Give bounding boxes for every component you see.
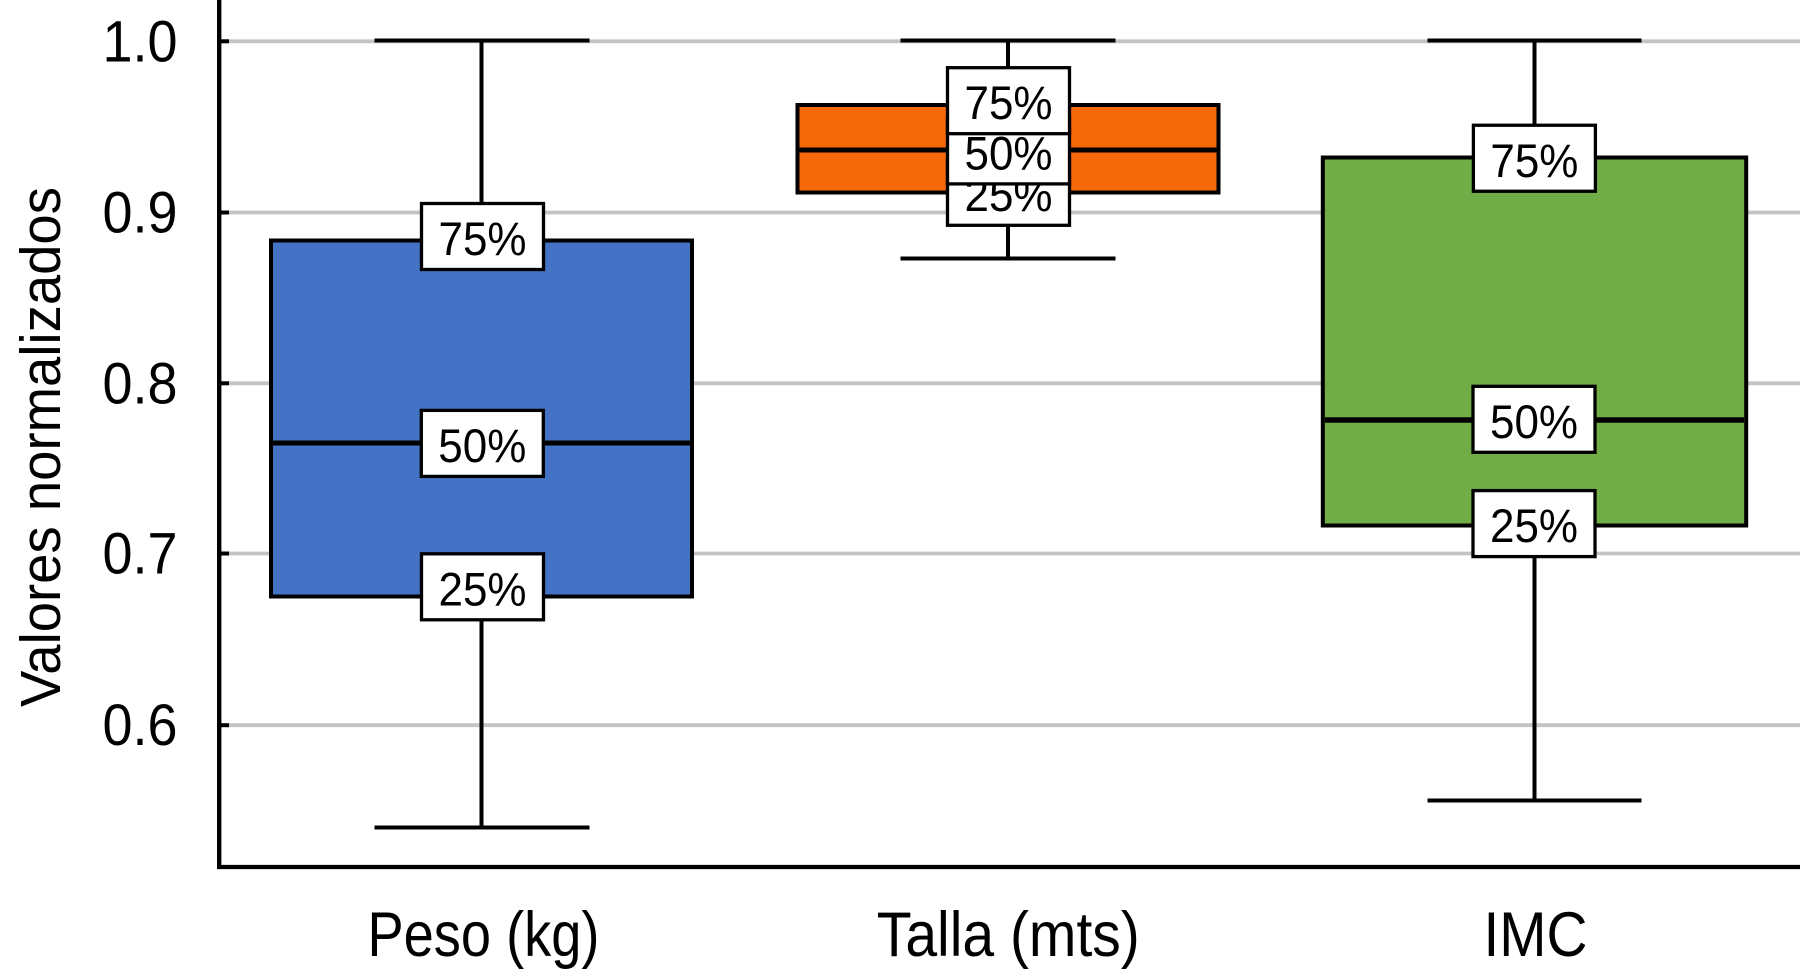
svg-text:0.9: 0.9 — [103, 181, 178, 246]
svg-text:0.6: 0.6 — [103, 693, 178, 758]
svg-text:IMC: IMC — [1484, 900, 1588, 970]
svg-text:75%: 75% — [1490, 134, 1578, 187]
svg-text:75%: 75% — [965, 76, 1053, 129]
svg-text:0.7: 0.7 — [103, 522, 178, 587]
svg-text:50%: 50% — [438, 419, 526, 472]
svg-text:0.8: 0.8 — [103, 351, 178, 416]
svg-text:25%: 25% — [1490, 499, 1578, 552]
svg-text:Valores normalizados: Valores normalizados — [9, 187, 73, 707]
svg-text:1.0: 1.0 — [103, 9, 178, 74]
svg-text:75%: 75% — [439, 212, 527, 265]
svg-text:Talla (mts): Talla (mts) — [877, 900, 1140, 970]
svg-text:25%: 25% — [439, 562, 527, 615]
svg-text:Peso (kg): Peso (kg) — [368, 900, 600, 970]
svg-text:50%: 50% — [1490, 395, 1578, 448]
